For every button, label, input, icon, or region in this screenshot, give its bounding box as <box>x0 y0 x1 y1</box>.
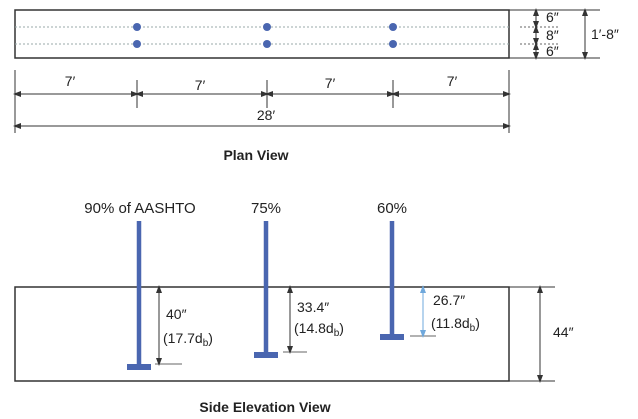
embed-label-60: 26.7″ <box>433 292 465 308</box>
height-dim-label: 44″ <box>553 324 574 340</box>
transverse-dim-2: 8″ <box>546 27 559 43</box>
embed-db-75: (14.8db) <box>294 320 344 339</box>
side-elevation-view: 90% of AASHTO 40″ (17.7db) 75% 33.4″ (14… <box>14 200 574 415</box>
plan-bar-dot <box>133 40 141 48</box>
elevation-view-title: Side Elevation View <box>199 399 330 415</box>
bar-label-90: 90% of AASHTO <box>84 200 195 217</box>
bar-head-75 <box>254 352 278 358</box>
transverse-dim-1: 6″ <box>546 9 559 25</box>
plan-bar-dot <box>133 23 141 31</box>
elevation-slab-outline <box>14 286 510 382</box>
bar-label-60: 60% <box>377 200 407 217</box>
embed-db-60: (11.8db) <box>431 315 480 334</box>
embed-db-90: (17.7db) <box>163 330 213 349</box>
segment-label-4: 7′ <box>447 73 458 89</box>
total-dim-label: 28′ <box>257 107 276 123</box>
plan-view: 6″ 8″ 6″ 1′-8″ 7′ 7′ 7′ 7′ 28′ Plan View <box>13 8 619 163</box>
bar-label-75: 75% <box>251 200 281 217</box>
bar-head-60 <box>380 334 404 340</box>
plan-bar-dot <box>263 23 271 31</box>
embed-label-75: 33.4″ <box>297 299 329 315</box>
segment-label-2: 7′ <box>195 77 206 93</box>
width-dim-label: 1′-8″ <box>591 26 619 42</box>
plan-bar-dot <box>263 40 271 48</box>
segment-label-1: 7′ <box>65 73 76 89</box>
transverse-dim-3: 6″ <box>546 43 559 59</box>
embed-label-90: 40″ <box>166 306 187 322</box>
bar-head-90 <box>127 364 151 370</box>
plan-bar-dot <box>389 40 397 48</box>
segment-label-3: 7′ <box>325 75 336 91</box>
plan-bar-dot <box>389 23 397 31</box>
plan-slab-outline <box>14 9 510 59</box>
plan-view-title: Plan View <box>223 147 288 163</box>
